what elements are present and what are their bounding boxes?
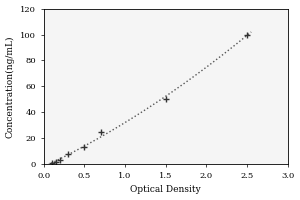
X-axis label: Optical Density: Optical Density — [130, 185, 201, 194]
Y-axis label: Concentration(ng/mL): Concentration(ng/mL) — [6, 35, 15, 138]
